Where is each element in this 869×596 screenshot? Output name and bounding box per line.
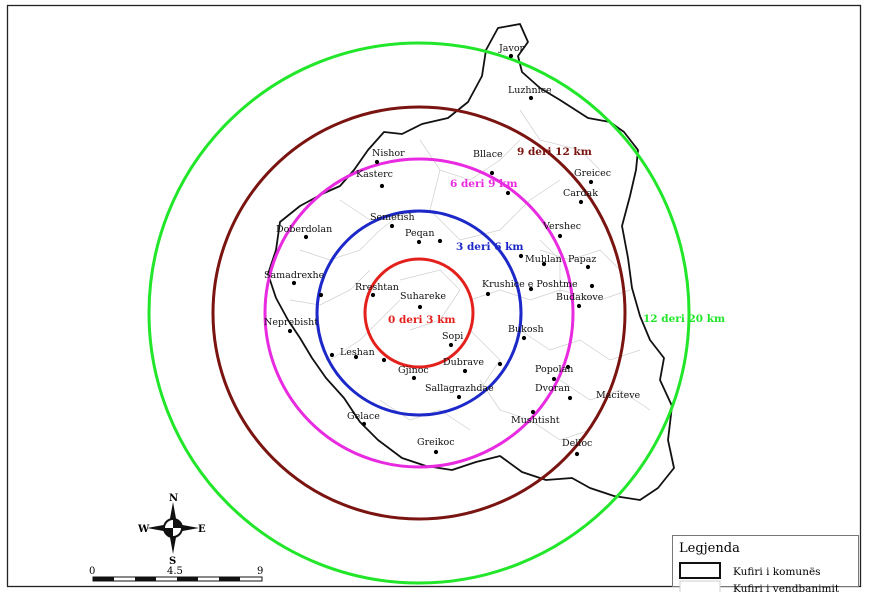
place-label: Bukosh — [508, 324, 544, 335]
map-border — [6, 4, 862, 588]
place-label: Mushtisht — [511, 415, 560, 426]
scale-tick-0: 0 — [89, 566, 95, 577]
place-label: Budakove — [556, 292, 604, 303]
legend-title: Legjenda — [679, 541, 740, 556]
place-label: Cardak — [563, 188, 598, 199]
place-label: Greikoc — [417, 437, 455, 448]
legend-item-settlement: Kufiri i vendbanimit — [733, 583, 840, 592]
place-label: Sallagrazhdae — [425, 383, 494, 394]
ring-label-9-12km: 9 deri 12 km — [517, 146, 592, 158]
municipality-boundary — [267, 23, 675, 501]
place-label: Doberdolan — [276, 224, 332, 235]
legend-item-municipal: Kufiri i komunës — [733, 566, 821, 578]
place-label: Papaz — [568, 254, 596, 265]
place-label: Gelace — [347, 411, 380, 422]
place-label: Samadrexhe — [264, 270, 325, 281]
south-label: S — [169, 556, 176, 567]
place-label: Rreshtan — [355, 282, 399, 293]
legend-swatch-settlement — [679, 580, 721, 594]
place-label: Luzhnice — [508, 85, 552, 96]
distance-rings — [147, 41, 691, 585]
place-label: Nishor — [372, 148, 405, 159]
settlement-labels: Javor Luzhnice Nishor Bllace Greicec Kas… — [264, 43, 641, 449]
scale-tick-4-5: 4.5 — [167, 566, 183, 577]
distance-ring-5 — [147, 41, 691, 585]
place-label: Muhlan — [525, 254, 562, 265]
settlement-dots — [287, 53, 595, 457]
distance-ring-3 — [263, 157, 575, 469]
place-label: Gjinoc — [398, 365, 429, 376]
ring-label-3-6km: 3 deri 6 km — [456, 241, 524, 253]
place-label: Krushice e Poshtme — [482, 279, 578, 290]
legend-swatch-municipal — [679, 562, 721, 579]
place-label: Kasterc — [356, 169, 393, 180]
place-label: Javor — [498, 43, 525, 54]
place-label: Sopi — [442, 331, 463, 342]
distance-ring-4 — [211, 105, 627, 521]
scale-bar: 0 4.5 9 — [89, 566, 263, 582]
north-label: N — [169, 493, 178, 504]
distance-ring-1 — [363, 257, 475, 369]
place-label: Greicec — [574, 168, 611, 179]
east-label: E — [198, 524, 206, 535]
place-label: Delloc — [562, 438, 592, 449]
north-arrow: N S E W — [137, 493, 206, 567]
place-label: Peqan — [405, 228, 434, 239]
ring-label-0-3km: 0 deri 3 km — [388, 314, 456, 326]
west-label: W — [137, 524, 150, 535]
place-label: Dvoran — [535, 383, 570, 394]
place-label: Semetish — [370, 212, 415, 223]
place-label: Suhareke — [400, 291, 446, 302]
place-label: Vershec — [542, 221, 581, 232]
place-label: Bllace — [473, 149, 503, 160]
place-label: Neprebisht — [264, 317, 318, 328]
place-label: Dubrave — [443, 357, 484, 368]
ring-label-12-20km: 12 deri 20 km — [643, 313, 725, 325]
place-label: Leshan — [340, 347, 375, 358]
scale-tick-9: 9 — [257, 566, 263, 577]
ring-label-6-9km: 6 deri 9 km — [450, 178, 518, 190]
place-label: Popolan — [535, 364, 573, 375]
legend: Legjenda Kufiri i komunës Kufiri i vendb… — [672, 535, 859, 595]
distance-ring-2 — [315, 209, 523, 417]
distance-ring-labels: 0 deri 3 km 3 deri 6 km 6 deri 9 km 9 de… — [388, 146, 725, 326]
place-label: Maciteve — [596, 390, 641, 401]
settlement-boundaries — [289, 109, 651, 441]
